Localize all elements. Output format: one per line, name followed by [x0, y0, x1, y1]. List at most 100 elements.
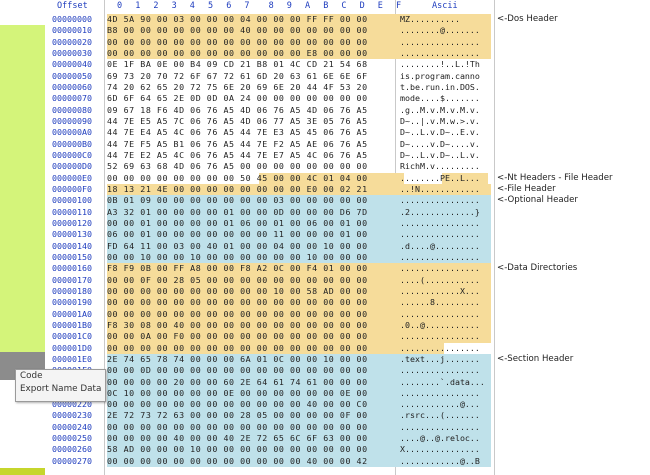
hex-row[interactable]: 00000250 00 00 00 00 40 00 00 40 2E 72 65…: [45, 433, 645, 445]
row-hex-bytes[interactable]: B8 00 00 00 00 00 00 00 40 00 00 00 00 0…: [107, 25, 368, 36]
row-ascii[interactable]: ........`.data...: [400, 376, 485, 387]
row-hex-bytes[interactable]: 00 00 00 00 00 00 00 00 00 00 00 00 00 0…: [107, 421, 368, 432]
row-ascii[interactable]: ................: [400, 308, 480, 319]
row-ascii[interactable]: D~....v.D~....v.: [400, 138, 480, 149]
hex-row[interactable]: 000000B0 44 7E F5 A5 B1 06 76 A5 44 7E F2…: [45, 139, 645, 150]
hex-row[interactable]: 00000270 00 00 00 00 00 00 00 00 00 00 00…: [45, 455, 645, 468]
hex-row[interactable]: 00000220 00 00 00 00 00 00 00 00 00 00 00…: [45, 399, 645, 411]
hex-row[interactable]: 00000160 F8 F9 0B 00 FF A8 00 00 F8 A2 0C…: [45, 263, 645, 275]
row-hex-bytes[interactable]: 06 00 01 00 00 00 00 00 00 00 11 00 00 0…: [107, 229, 368, 240]
row-hex-bytes[interactable]: 00 00 00 00 20 00 00 60 2E 64 61 74 61 0…: [107, 376, 368, 387]
hex-row[interactable]: 00000030 00 00 00 00 00 00 00 00 00 00 00…: [45, 47, 645, 60]
row-ascii[interactable]: mode....$.......: [400, 93, 480, 104]
row-ascii[interactable]: .d....@.........: [400, 240, 480, 251]
row-ascii[interactable]: ................: [400, 47, 480, 58]
hex-row[interactable]: 000000E0 00 00 00 00 00 00 00 00 50 45 00…: [45, 172, 645, 184]
row-hex-bytes[interactable]: 00 00 10 00 00 10 00 00 00 00 00 00 10 0…: [107, 251, 368, 262]
row-ascii[interactable]: ................: [400, 229, 480, 240]
row-ascii[interactable]: ....@..@.reloc..: [400, 433, 480, 444]
row-hex-bytes[interactable]: 0B 01 09 00 00 00 00 00 00 00 03 00 00 0…: [107, 195, 368, 206]
hex-row[interactable]: 00000120 00 00 01 00 00 00 00 01 06 00 01…: [45, 217, 645, 230]
tree-selection-highlight[interactable]: [0, 25, 45, 352]
hex-row[interactable]: 000000A0 44 7E E4 A5 4C 06 76 A5 44 7E E3…: [45, 127, 645, 138]
row-ascii[interactable]: D~..|.v.M.w.>.v.: [400, 115, 480, 126]
row-ascii[interactable]: ........PE..L...: [400, 172, 480, 183]
row-hex-bytes[interactable]: 00 00 0D 00 00 00 00 00 00 00 00 00 00 0…: [107, 365, 368, 376]
row-ascii[interactable]: ................: [400, 331, 480, 342]
hex-row[interactable]: 00000020 00 00 00 00 00 00 00 00 00 00 00…: [45, 36, 645, 48]
hex-row[interactable]: 000001F000 00 0D 00 00 00 00 00 00 00 00…: [45, 365, 645, 377]
hex-row[interactable]: 000000C0 44 7E E2 A5 4C 06 76 A5 44 7E E7…: [45, 150, 645, 161]
hex-row[interactable]: 00000150 00 00 10 00 00 10 00 00 00 00 00…: [45, 251, 645, 264]
row-hex-bytes[interactable]: F8 F9 0B 00 FF A8 00 00 F8 A2 0C 00 F4 0…: [107, 263, 368, 274]
row-hex-bytes[interactable]: 0C 10 00 00 00 00 00 0E 00 00 00 00 00 0…: [107, 387, 368, 398]
hex-row[interactable]: 00000110 A3 32 01 00 00 00 00 01 00 00 0D…: [45, 206, 645, 218]
row-hex-bytes[interactable]: 52 69 63 68 4D 06 76 A5 00 00 00 00 00 0…: [107, 161, 368, 172]
row-hex-bytes[interactable]: 00 00 01 00 00 00 00 01 06 00 01 00 06 0…: [107, 217, 368, 228]
row-ascii[interactable]: X...............: [400, 444, 480, 455]
row-hex-bytes[interactable]: 0E 1F BA 0E 00 B4 09 CD 21 B8 01 4C CD 2…: [107, 59, 368, 70]
hex-row[interactable]: 00000060 74 20 62 65 20 72 75 6E 20 69 6E…: [45, 82, 645, 93]
context-menu-item-code[interactable]: Code: [20, 371, 43, 381]
row-ascii[interactable]: .g..M.v.M.v.M.v.: [400, 104, 480, 115]
hex-row[interactable]: 000000F0 18 13 21 4E 00 00 00 00 00 00 00…: [45, 183, 645, 196]
hex-row[interactable]: 00000070 6D 6F 64 65 2E 0D 0D 0A 24 00 00…: [45, 93, 645, 104]
hex-row[interactable]: 00000190 00 00 00 00 00 00 00 00 00 00 00…: [45, 297, 645, 309]
row-ascii[interactable]: ................: [400, 387, 480, 398]
row-ascii[interactable]: .0..@...........: [400, 319, 480, 330]
hex-row[interactable]: 00000100 0B 01 09 00 00 00 00 00 00 00 03…: [45, 195, 645, 207]
row-hex-bytes[interactable]: 00 00 00 00 00 00 00 00 00 00 00 00 40 0…: [107, 399, 368, 410]
row-hex-bytes[interactable]: 18 13 21 4E 00 00 00 00 00 00 00 00 E0 0…: [107, 183, 368, 194]
row-hex-bytes[interactable]: 74 20 62 65 20 72 75 6E 20 69 6E 20 44 4…: [107, 81, 368, 92]
row-hex-bytes[interactable]: F8 30 08 00 40 00 00 00 00 00 00 00 00 0…: [107, 319, 368, 330]
row-ascii[interactable]: ................: [400, 195, 480, 206]
hex-row[interactable]: 00000000 4D 5A 90 00 03 00 00 00 04 00 00…: [45, 14, 645, 26]
row-ascii[interactable]: ............@...: [400, 399, 480, 410]
row-ascii[interactable]: ..!N............: [400, 183, 480, 194]
row-hex-bytes[interactable]: A3 32 01 00 00 00 00 01 00 00 0D 00 00 0…: [107, 206, 368, 217]
tree-bottom-node[interactable]: [0, 468, 45, 475]
row-hex-bytes[interactable]: FD 64 11 00 03 00 40 01 00 00 04 00 00 1…: [107, 240, 368, 251]
row-hex-bytes[interactable]: 00 00 00 00 00 00 00 00 00 00 00 00 00 0…: [107, 308, 368, 319]
hex-row[interactable]: 00000240 00 00 00 00 00 00 00 00 00 00 00…: [45, 421, 645, 434]
hex-row[interactable]: 00000170 00 00 0F 00 28 05 00 00 00 00 00…: [45, 274, 645, 286]
row-hex-bytes[interactable]: 00 00 0F 00 28 05 00 00 00 00 00 00 00 0…: [107, 274, 368, 285]
row-hex-bytes[interactable]: 00 00 00 00 00 00 00 00 00 00 00 00 40 0…: [107, 455, 368, 466]
hex-dump-view[interactable]: 00000000 4D 5A 90 00 03 00 00 00 04 00 00…: [45, 14, 645, 468]
hex-row[interactable]: 000001C0 00 00 0A 00 F0 00 00 00 00 00 00…: [45, 331, 645, 343]
row-hex-bytes[interactable]: 44 7E E4 A5 4C 06 76 A5 44 7E E3 A5 45 0…: [107, 127, 368, 138]
row-hex-bytes[interactable]: 44 7E E5 A5 7C 06 76 A5 4D 06 77 A5 3E 0…: [107, 115, 368, 126]
row-ascii[interactable]: .rsrc...(.......: [400, 410, 480, 421]
hex-row[interactable]: 00000130 06 00 01 00 00 00 00 00 00 00 11…: [45, 229, 645, 241]
row-ascii[interactable]: ............X...: [400, 285, 480, 296]
hex-row[interactable]: 000001D0 00 00 00 00 00 00 00 00 00 00 00…: [45, 342, 645, 354]
hex-row[interactable]: 00000080 09 67 18 F6 4D 06 76 A5 4D 06 76…: [45, 105, 645, 116]
hex-row[interactable]: 00000230 2E 72 73 72 63 00 00 00 28 05 00…: [45, 410, 645, 422]
row-hex-bytes[interactable]: 00 00 00 00 40 00 00 40 2E 72 65 6C 6F 6…: [107, 433, 368, 444]
row-ascii[interactable]: .2.............}: [400, 206, 480, 217]
context-menu-item-export-name-data[interactable]: Export Name Data: [20, 384, 102, 394]
row-ascii[interactable]: D~..L.v.D~..L.v.: [400, 149, 480, 160]
hex-row[interactable]: 00000040 0E 1F BA 0E 00 B4 09 CD 21 B8 01…: [45, 59, 645, 70]
row-ascii[interactable]: MZ..........: [400, 14, 460, 24]
row-hex-bytes[interactable]: 2E 72 73 72 63 00 00 00 28 05 00 00 00 0…: [107, 410, 368, 421]
hex-row[interactable]: 00000050 69 73 20 70 72 6F 67 72 61 6D 20…: [45, 71, 645, 82]
row-ascii[interactable]: ................: [400, 263, 480, 274]
row-ascii[interactable]: ................: [400, 251, 480, 262]
hex-row[interactable]: 000001E0 2E 74 65 78 74 00 00 00 6A 01 0C…: [45, 353, 645, 366]
hex-row[interactable]: 000001B0 F8 30 08 00 40 00 00 00 00 00 00…: [45, 319, 645, 332]
hex-row[interactable]: 000001A0 00 00 00 00 00 00 00 00 00 00 00…: [45, 308, 645, 320]
row-ascii[interactable]: ....(...........: [400, 274, 480, 285]
row-ascii[interactable]: ................: [400, 365, 480, 376]
row-ascii[interactable]: RichM.v.........: [400, 161, 480, 172]
row-ascii[interactable]: ........@.......: [400, 25, 480, 36]
hex-row[interactable]: 000000D0 52 69 63 68 4D 06 76 A5 00 00 00…: [45, 161, 645, 172]
hex-row[interactable]: 000002100C 10 00 00 00 00 00 0E 00 00 00…: [45, 387, 645, 400]
hex-row[interactable]: 00000010 B8 00 00 00 00 00 00 00 40 00 00…: [45, 25, 645, 37]
row-ascii[interactable]: ............@..B: [400, 455, 480, 466]
row-hex-bytes[interactable]: 00 00 00 00 00 00 00 00 00 00 00 00 00 0…: [107, 297, 368, 308]
row-hex-bytes[interactable]: 4D 5A 90 00 03 00 00 00 04 00 00 00 FF F…: [107, 14, 368, 24]
row-ascii[interactable]: is.program.canno: [400, 70, 480, 81]
row-ascii[interactable]: ................: [400, 421, 480, 432]
